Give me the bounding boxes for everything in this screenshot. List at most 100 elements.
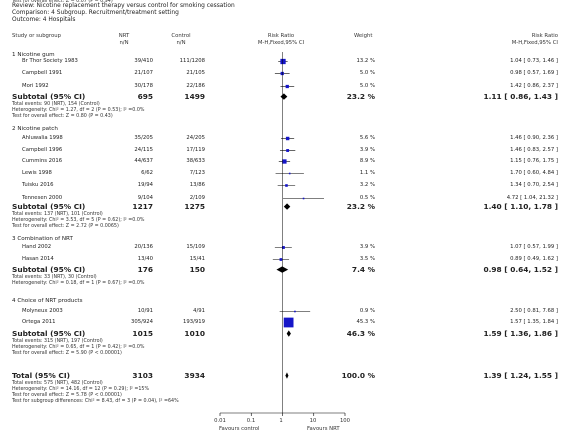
subtotal-label: Subtotal (95% CI) [12, 92, 86, 101]
study-name: Mori 1992 [22, 83, 49, 89]
group-note: Total events: 90 (NRT), 154 (Control) [12, 102, 100, 107]
study-ci: 1.15 [ 0.76, 1.75 ] [510, 158, 558, 164]
study-control: 22/186 [186, 83, 205, 89]
study-control: 17/119 [186, 147, 205, 153]
study-nrt: 21/107 [134, 70, 153, 76]
study-ci: 1.07 [ 0.57, 1.99 ] [510, 244, 558, 250]
study-name: Campbell 1991 [22, 70, 63, 76]
subtotal-ci: 1.11 [ 0.86, 1.43 ] [483, 92, 558, 101]
group-note: Heterogeneity: Chi² = 0.65, df = 1 (P = … [12, 345, 145, 350]
effect-square [285, 136, 290, 141]
study-ci: 1.46 [ 0.90, 2.36 ] [510, 135, 558, 141]
subtotal-nrt: 1217 [132, 202, 153, 211]
total-note: Total events: 575 (NRT), 482 (Control) [12, 381, 103, 386]
study-control: 15/41 [189, 256, 205, 262]
total-note: Test for overall effect: Z = 5.78 (P < 0… [12, 393, 122, 398]
study-control: 7/123 [189, 170, 205, 176]
col-rr-header: Risk Ratio [267, 33, 295, 39]
study-control: 4/91 [193, 308, 205, 314]
subtotal-label: Subtotal (95% CI) [12, 329, 86, 338]
total-note: Heterogeneity: Chi² = 14.16, df = 12 (P … [12, 387, 150, 392]
study-weight: 3.9 % [359, 147, 375, 153]
subtotal-ci: 0.98 [ 0.64, 1.52 ] [483, 265, 558, 274]
total-diamond [285, 372, 289, 379]
study-nrt: 35/205 [134, 135, 153, 141]
total-nrt: 3103 [132, 371, 153, 380]
study-weight: 3.2 % [359, 182, 375, 188]
subtotal-ci: 1.59 [ 1.36, 1.86 ] [483, 329, 558, 338]
favours-nrt-label: Favours NRT [307, 426, 340, 432]
subtotal-diamond [286, 330, 291, 337]
subtotal-nrt: 1015 [132, 329, 153, 338]
subtotal-ci: 1.40 [ 1.10, 1.78 ] [483, 202, 558, 211]
study-name: Tennesen 2000 [22, 195, 63, 201]
study-weight: 5.6 % [359, 135, 375, 141]
effect-square [286, 149, 290, 152]
col-study-header: Study or subgroup [12, 33, 61, 39]
effect-square [283, 317, 294, 328]
effect-square [280, 58, 286, 65]
study-nrt: 305/924 [130, 319, 153, 325]
effect-square [280, 71, 284, 76]
subtotal-label: Subtotal (95% CI) [12, 265, 86, 274]
group-note: Total events: 137 (NRT), 101 (Control) [12, 212, 103, 217]
study-control: 15/109 [186, 244, 205, 250]
group-title: 2 Nicotine patch [12, 126, 58, 132]
total-control: 3934 [184, 371, 205, 380]
study-name: Campbell 1996 [22, 147, 63, 153]
study-ci: 2.50 [ 0.81, 7.68 ] [510, 308, 558, 314]
study-nrt: 39/410 [134, 58, 153, 64]
study-ci: 4.72 [ 1.04, 21.32 ] [506, 195, 558, 201]
study-nrt: 9/104 [137, 195, 153, 201]
subtotal-weight: 23.2 % [346, 202, 375, 211]
col-rr-sub: M-H,Fixed,95% CI [257, 40, 305, 46]
subtotal-nrt: 176 [137, 265, 153, 274]
study-name: Ahluwalia 1998 [22, 135, 63, 141]
group-note: Test for overall effect: Z = 2.72 (P = 0… [12, 224, 119, 229]
effect-square [285, 84, 289, 89]
group-note: Total events: 33 (NRT), 30 (Control) [12, 275, 97, 280]
subtotal-control: 150 [189, 265, 205, 274]
study-ci: 1.46 [ 0.83, 2.57 ] [510, 147, 558, 153]
study-ci: 0.98 [ 0.57, 1.69 ] [510, 70, 558, 76]
total-label: Total (95% CI) [12, 371, 70, 380]
total-ci: 1.39 [ 1.24, 1.55 ] [483, 371, 558, 380]
study-name: Br Thor Society 1983 [22, 58, 78, 64]
subtotal-weight: 7.4 % [351, 265, 375, 274]
effect-square [279, 258, 283, 261]
effect-square [302, 197, 305, 200]
study-ci: 1.04 [ 0.73, 1.46 ] [510, 58, 558, 64]
group-note: Heterogeneity: Chi² = 3.53, df = 5 (P = … [12, 218, 145, 223]
review-title: Review: Nicotine replacement therapy ver… [12, 3, 235, 9]
study-control: 24/205 [186, 135, 205, 141]
study-name: Hasan 2014 [22, 256, 54, 262]
effect-square [281, 246, 285, 249]
effect-square [285, 184, 288, 187]
group-note: Heterogeneity: Chi² = 1.27, df = 2 (P = … [12, 108, 145, 113]
favours-control-label: Favours control [219, 426, 260, 432]
subtotal-label: Subtotal (95% CI) [12, 202, 86, 211]
subtotal-control: 1275 [184, 202, 205, 211]
study-control: 13/86 [189, 182, 205, 188]
subtotal-weight: 23.2 % [346, 92, 375, 101]
study-name: Tuisku 2016 [22, 182, 54, 188]
study-ci: 1.57 [ 1.35, 1.84 ] [510, 319, 558, 325]
subtotal-control: 1499 [184, 92, 205, 101]
col-nrt-header: NRT [118, 33, 130, 39]
study-weight: 45.3 % [356, 319, 375, 325]
tick-label-10: 10 [309, 418, 317, 424]
study-name: Hand 2002 [22, 244, 52, 250]
group-title: 3 Combination of NRT [12, 236, 73, 242]
study-ci: 1.42 [ 0.86, 2.37 ] [510, 83, 558, 89]
col-weight-header: Weight [354, 33, 373, 39]
subtotal-diamond [280, 93, 288, 100]
outcome-title: Outcome: 4 Hospitals [12, 17, 76, 23]
group-note: Heterogeneity: Chi² = 0.18, df = 1 (P = … [12, 281, 145, 286]
study-name: Lewis 1998 [22, 170, 52, 176]
group-note: Test for overall effect: Z = 0.07 (P = 0… [12, 0, 113, 4]
study-weight: 3.5 % [359, 256, 375, 262]
group-note: Test for overall effect: Z = 5.90 (P < 0… [12, 351, 122, 356]
study-weight: 5.0 % [359, 83, 375, 89]
study-nrt: 30/178 [134, 83, 153, 89]
